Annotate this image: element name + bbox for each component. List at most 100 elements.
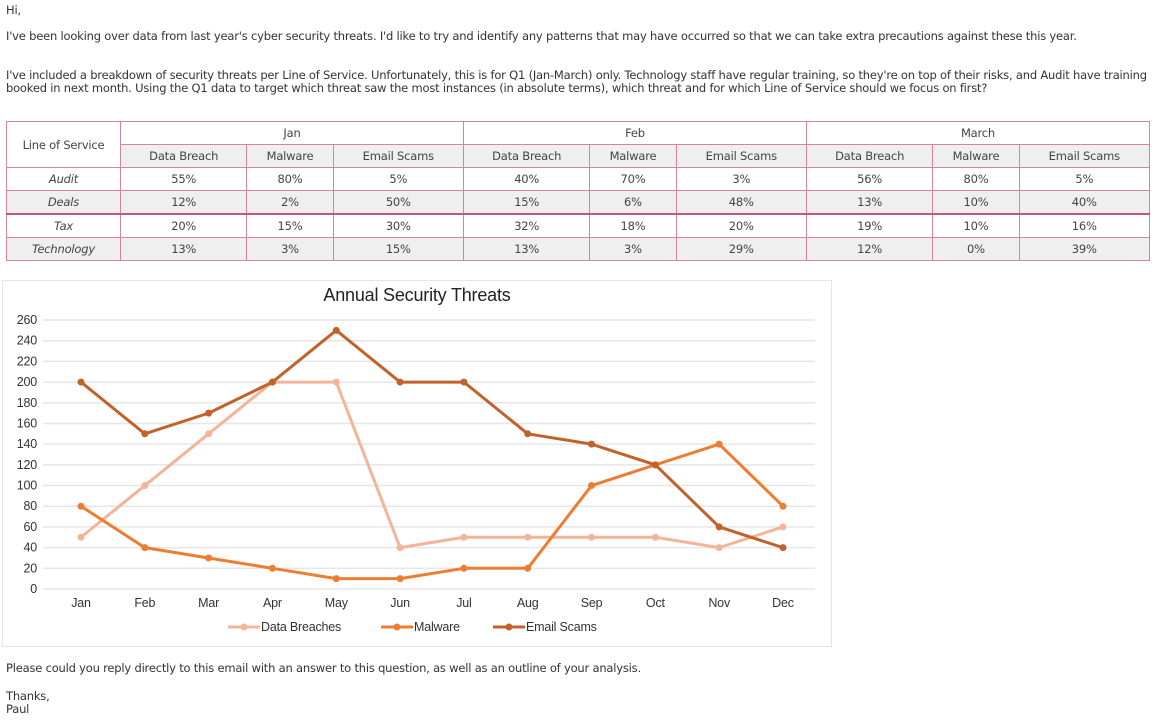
signoff: Thanks, xyxy=(6,689,50,703)
data-point xyxy=(588,533,596,541)
table-cell: 6% xyxy=(589,190,677,215)
x-tick-label: Nov xyxy=(708,596,731,610)
table-cell: 5% xyxy=(332,167,464,191)
data-point xyxy=(779,502,787,510)
y-tick-label: 120 xyxy=(17,458,38,472)
y-tick-label: 40 xyxy=(23,541,37,555)
header-month: Jan xyxy=(120,121,464,145)
x-tick-label: Sep xyxy=(581,596,603,610)
data-point xyxy=(332,575,340,583)
header-threat: Data Breach xyxy=(462,144,591,168)
data-point xyxy=(77,533,85,541)
header-threat: Email Scams xyxy=(332,144,464,168)
x-tick-label: Jul xyxy=(456,596,471,610)
data-point xyxy=(332,326,340,334)
header-line-of-service: Line of Service xyxy=(6,121,121,168)
data-point xyxy=(396,544,404,552)
data-point xyxy=(651,461,659,469)
row-label: Tax xyxy=(6,213,121,238)
header-month: March xyxy=(805,121,1151,145)
header-threat: Email Scams xyxy=(675,144,807,168)
table-cell: 32% xyxy=(462,213,591,238)
table-cell: 48% xyxy=(675,190,807,215)
row-label: Audit xyxy=(6,167,121,191)
data-point xyxy=(268,378,276,386)
table-cell: 80% xyxy=(246,167,334,191)
table-cell: 15% xyxy=(462,190,591,215)
data-point xyxy=(460,378,468,386)
table-cell: 39% xyxy=(1018,237,1151,261)
table-cell: 2% xyxy=(246,190,334,215)
legend-label: Data Breaches xyxy=(261,620,341,634)
header-threat: Data Breach xyxy=(119,144,248,168)
data-point xyxy=(77,502,85,510)
table-cell: 30% xyxy=(332,213,464,238)
table-cell: 18% xyxy=(589,213,677,238)
table-cell: 12% xyxy=(119,190,248,215)
table-cell: 15% xyxy=(246,213,334,238)
y-tick-label: 60 xyxy=(23,520,37,534)
table-cell: 20% xyxy=(675,213,807,238)
data-point xyxy=(715,440,723,448)
data-point xyxy=(141,544,149,552)
table-cell: 10% xyxy=(932,213,1020,238)
header-threat: Data Breach xyxy=(805,144,934,168)
table-row: Audit 55% 80% 5% 40% 70% 3% 56% 80% 5% xyxy=(6,167,1151,191)
data-point xyxy=(715,523,723,531)
y-tick-label: 100 xyxy=(17,479,38,493)
greeting: Hi, xyxy=(6,3,21,17)
series-line-malware xyxy=(80,442,785,581)
row-label: Deals xyxy=(6,190,121,215)
table-cell: 3% xyxy=(246,237,334,261)
y-tick-label: 260 xyxy=(17,313,38,327)
data-point xyxy=(141,482,149,490)
table-cell: 0% xyxy=(932,237,1020,261)
table-cell: 10% xyxy=(932,190,1020,215)
data-point xyxy=(588,440,596,448)
y-tick-label: 140 xyxy=(17,437,38,451)
table-cell: 50% xyxy=(332,190,464,215)
header-threat: Malware xyxy=(932,144,1020,168)
header-threat: Malware xyxy=(246,144,334,168)
data-point xyxy=(460,564,468,572)
row-label: Technology xyxy=(6,237,121,261)
legend-marker xyxy=(505,623,513,631)
table-cell: 80% xyxy=(932,167,1020,191)
y-tick-label: 220 xyxy=(17,354,38,368)
y-tick-label: 200 xyxy=(17,375,38,389)
table-cell: 13% xyxy=(119,237,248,261)
annual-threats-chart: Annual Security Threats 0 20 40 60 80 100 120 14… xyxy=(2,280,832,647)
table-row: Technology 13% 3% 15% 13% 3% 29% 12% 0% 39% xyxy=(6,237,1151,261)
table-cell: 55% xyxy=(119,167,248,191)
data-point xyxy=(524,430,532,438)
x-tick-label: Oct xyxy=(646,596,666,610)
table-cell: 40% xyxy=(462,167,591,191)
y-tick-label: 160 xyxy=(17,416,38,430)
series-line-data-breaches xyxy=(80,380,784,550)
x-tick-label: Apr xyxy=(263,596,282,610)
data-point xyxy=(524,564,532,572)
data-point xyxy=(205,554,213,562)
x-tick-label: Jun xyxy=(390,596,410,610)
threats-table: Line of Service Jan Feb March Data Breach Mal… xyxy=(6,121,1151,261)
data-point xyxy=(524,533,532,541)
table-cell: 3% xyxy=(589,237,677,261)
y-tick-label: 20 xyxy=(23,561,37,575)
data-point xyxy=(779,544,787,552)
chart-title: Annual Security Threats xyxy=(323,285,510,305)
data-point xyxy=(396,575,404,583)
table-cell: 3% xyxy=(675,167,807,191)
table-cell: 40% xyxy=(1018,190,1151,215)
data-point xyxy=(651,533,659,541)
table-cell: 29% xyxy=(675,237,807,261)
data-point xyxy=(268,564,276,572)
table-cell: 12% xyxy=(805,237,934,261)
header-threat: Malware xyxy=(589,144,677,168)
table-cell: 16% xyxy=(1018,213,1151,238)
table-cell: 56% xyxy=(805,167,934,191)
legend-marker xyxy=(240,623,248,631)
header-threat: Email Scams xyxy=(1018,144,1151,168)
table-cell: 70% xyxy=(589,167,677,191)
data-point xyxy=(779,523,787,531)
legend-marker xyxy=(393,623,401,631)
